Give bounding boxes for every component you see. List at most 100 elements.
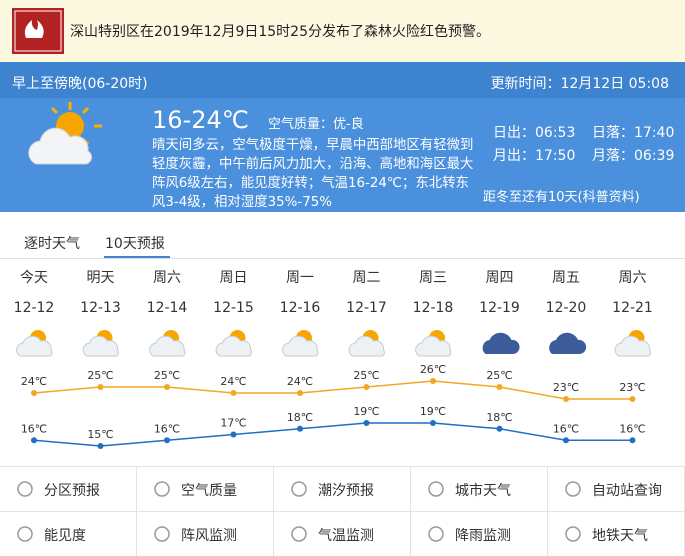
cloud xyxy=(348,335,385,357)
date: 12-20 xyxy=(546,300,587,316)
menu-icon xyxy=(565,481,581,497)
temp-point xyxy=(629,396,636,402)
weather-icon xyxy=(82,330,119,357)
weather-icon xyxy=(415,330,452,357)
menu-item[interactable]: 潮汐预报 xyxy=(274,467,411,512)
menu-item[interactable]: 气温监测 xyxy=(274,512,411,556)
temp-label: 18℃ xyxy=(287,411,313,424)
tab[interactable]: 逐时天气 xyxy=(24,236,80,252)
menu-item[interactable]: 降雨监测 xyxy=(411,512,548,556)
temp-label: 25℃ xyxy=(154,369,180,382)
panel-header xyxy=(0,62,685,98)
weather-icon xyxy=(348,330,385,357)
menu-item[interactable]: 地铁天气 xyxy=(548,512,685,556)
temp-label: 24℃ xyxy=(21,375,47,388)
temp-label: 16℃ xyxy=(553,422,579,435)
alert-icon xyxy=(12,8,64,54)
menu-item[interactable]: 空气质量 xyxy=(137,467,274,512)
menu-label: 潮汐预报 xyxy=(318,483,374,499)
menu-icon xyxy=(154,526,170,542)
menu-label: 能见度 xyxy=(44,528,86,544)
temp-label: 16℃ xyxy=(154,422,180,435)
temp-label: 25℃ xyxy=(87,369,113,382)
date: 12-14 xyxy=(147,300,188,316)
temp-point xyxy=(164,384,170,390)
menu-icon xyxy=(154,481,170,497)
menu-item[interactable]: 自动站查询 xyxy=(548,467,685,512)
menu-item[interactable]: 阵风监测 xyxy=(137,512,274,556)
temp-line xyxy=(33,422,633,447)
date: 12-18 xyxy=(413,300,454,316)
date: 12-21 xyxy=(612,300,653,316)
weekday: 周六 xyxy=(619,270,647,286)
menu-item[interactable]: 能见度 xyxy=(0,512,137,556)
menu-item[interactable]: 城市天气 xyxy=(411,467,548,512)
date: 12-17 xyxy=(346,300,387,316)
menu-icon xyxy=(291,481,307,497)
weather-icon xyxy=(28,102,102,165)
description: 晴天间多云，空气极度干燥，早晨中西部地区有轻微到轻度灰霾，中午前后风力加大，沿海… xyxy=(152,138,474,210)
menu-label: 地铁天气 xyxy=(592,528,648,544)
alert-bar[interactable]: 深山特别区在2019年12月9日15时25分发布了森林火险红色预警。 xyxy=(0,0,685,62)
temp-point xyxy=(31,437,37,444)
today-panel: 早上至傍晚(06-20时) 更新时间：12月12日 05:08 16-24℃ 空… xyxy=(0,62,685,212)
date: 12-13 xyxy=(80,300,121,316)
period: 早上至傍晚(06-20时) xyxy=(12,76,148,92)
menu-label: 分区预报 xyxy=(44,483,100,499)
temp-point xyxy=(563,396,569,402)
forecast-chart: 今天 明天 周六 周日 周一 周二 周三 周四 周五 周六 12-12 12-13 12-14 12-15… xyxy=(14,270,653,449)
sunrise: 日出：06:53 xyxy=(493,125,576,141)
temp-label: 15℃ xyxy=(87,428,113,441)
temp-label: 24℃ xyxy=(220,375,246,388)
menu-label: 阵风监测 xyxy=(181,528,237,544)
temp-point xyxy=(363,420,370,426)
temp-label: 19℃ xyxy=(420,405,446,418)
temp-point xyxy=(97,384,104,390)
weekday: 明天 xyxy=(87,270,115,286)
menu-label: 城市天气 xyxy=(455,483,511,499)
tab-underline xyxy=(104,256,170,258)
temp-label: 25℃ xyxy=(486,369,512,382)
temp-label: 18℃ xyxy=(486,411,512,424)
cloud xyxy=(215,335,252,357)
updated: 更新时间：12月12日 05:08 xyxy=(490,76,669,92)
temp-label: 24℃ xyxy=(287,375,313,388)
moonrise: 月出：17:50 xyxy=(493,148,576,164)
menu-label: 降雨监测 xyxy=(455,528,511,544)
temp-point xyxy=(31,390,37,396)
temp-point xyxy=(496,384,503,390)
menu-icon xyxy=(17,526,33,542)
temp-point xyxy=(230,431,237,438)
temp-label: 26℃ xyxy=(420,363,446,376)
solstice[interactable]: 距冬至还有10天(科普资料) xyxy=(483,190,640,205)
weather-icon xyxy=(482,332,520,354)
menu-icon xyxy=(565,526,581,542)
tab-active[interactable]: 10天预报 xyxy=(105,236,165,252)
temp-point xyxy=(430,420,436,426)
weather-icon xyxy=(549,332,587,354)
temp-point xyxy=(363,384,370,390)
menu-icon xyxy=(17,481,33,497)
weather-icon xyxy=(16,330,53,357)
date: 12-16 xyxy=(280,300,321,316)
date: 12-12 xyxy=(14,300,55,316)
cloud xyxy=(82,335,119,357)
cloud xyxy=(482,332,520,354)
temp-point xyxy=(97,443,104,449)
cloud xyxy=(282,335,319,357)
temp-point xyxy=(230,390,237,396)
cloud xyxy=(415,335,452,357)
menu-label: 自动站查询 xyxy=(592,483,662,499)
date: 12-19 xyxy=(479,300,520,316)
weekday: 周四 xyxy=(486,270,514,286)
menu-item[interactable]: 分区预报 xyxy=(0,467,137,512)
sunset: 日落：17:40 xyxy=(592,125,675,141)
temp-label: 16℃ xyxy=(21,422,47,435)
weather-icon xyxy=(282,330,319,357)
temp-point xyxy=(430,378,436,384)
weather-icon xyxy=(215,330,252,357)
cloud xyxy=(549,332,587,354)
cloud xyxy=(16,335,53,357)
temp: 16-24℃ xyxy=(152,106,249,134)
